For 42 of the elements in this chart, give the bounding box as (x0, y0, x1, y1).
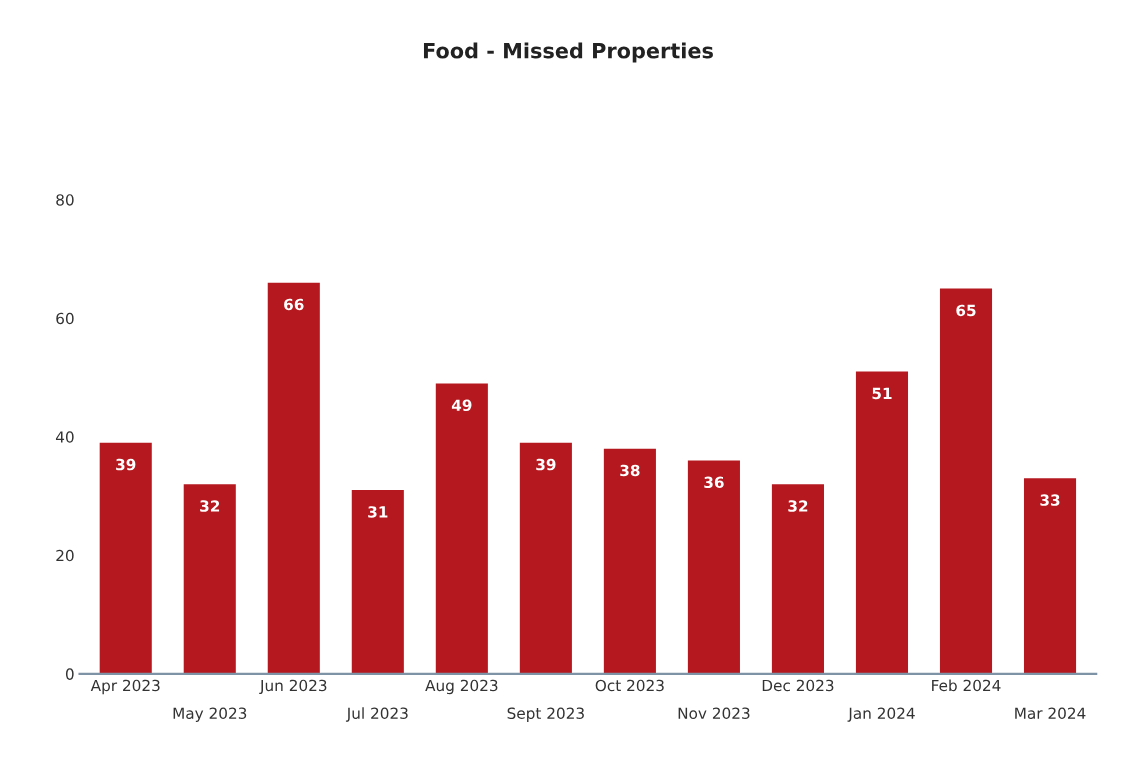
data-label: 38 (620, 464, 640, 477)
x-tick-label: Dec 2023 (762, 679, 834, 692)
data-label: 33 (1040, 494, 1060, 506)
bar (183, 484, 236, 674)
y-tick-label: 20 (56, 549, 74, 562)
data-label: 32 (788, 500, 808, 512)
y-tick-label: 0 (65, 668, 74, 680)
bar (519, 442, 572, 674)
bar (603, 448, 656, 674)
data-label: 32 (200, 500, 220, 512)
data-label: 36 (704, 476, 724, 489)
x-tick-label: Apr 2023 (90, 679, 160, 695)
bar (1023, 478, 1077, 674)
bar (771, 484, 824, 674)
data-label: 31 (368, 506, 388, 518)
bar (687, 460, 740, 674)
y-tick-label: 80 (56, 194, 74, 206)
x-tick-label: Jan 2024 (847, 707, 915, 722)
data-label: 39 (116, 458, 136, 471)
data-label: 51 (872, 387, 892, 400)
x-tick-label: Jun 2023 (259, 679, 327, 695)
y-tick-label: 40 (55, 431, 74, 443)
bar (351, 490, 404, 674)
y-tick-label: 60 (56, 312, 74, 325)
x-tick-label: Jul 2023 (345, 707, 408, 722)
bar (267, 282, 320, 674)
x-tick-label: Aug 2023 (425, 679, 498, 695)
data-label: 39 (536, 458, 556, 471)
bar (855, 371, 909, 674)
chart-title: Food - Missed Properties (423, 42, 713, 63)
bar (939, 288, 993, 674)
x-tick-label: May 2023 (173, 707, 247, 722)
data-label: 65 (956, 304, 976, 317)
x-tick-label: Oct 2023 (595, 679, 664, 692)
data-label: 66 (284, 298, 304, 311)
data-label: 49 (451, 399, 472, 412)
bar (435, 383, 488, 674)
x-tick-label: Sept 2023 (507, 707, 584, 722)
x-tick-label: Mar 2024 (1015, 707, 1086, 720)
x-tick-label: Nov 2023 (678, 707, 750, 720)
bar (99, 442, 152, 674)
x-tick-label: Feb 2024 (932, 679, 1001, 692)
